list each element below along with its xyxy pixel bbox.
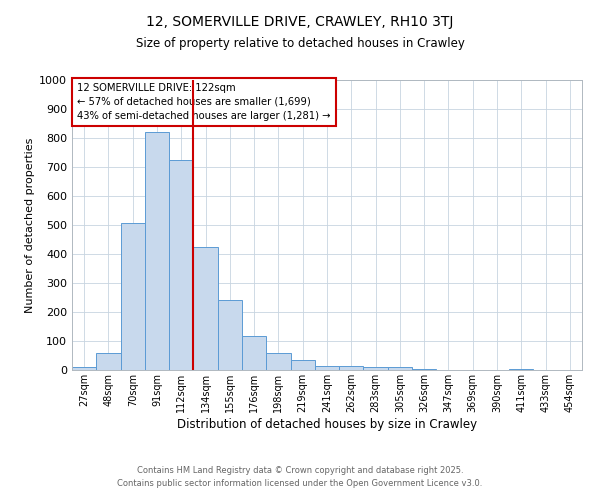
Bar (509, 368, 533, 370)
Bar (72, 367, 96, 370)
Text: 12 SOMERVILLE DRIVE: 122sqm
← 57% of detached houses are smaller (1,699)
43% of : 12 SOMERVILLE DRIVE: 122sqm ← 57% of det… (77, 83, 331, 121)
Text: Contains HM Land Registry data © Crown copyright and database right 2025.
Contai: Contains HM Land Registry data © Crown c… (118, 466, 482, 487)
Y-axis label: Number of detached properties: Number of detached properties (25, 138, 35, 312)
Bar (412, 368, 436, 370)
Bar (96, 354, 121, 370)
Bar (145, 132, 169, 370)
Bar (315, 366, 339, 370)
Bar (290, 360, 315, 370)
Bar (218, 300, 242, 370)
Bar (169, 160, 193, 370)
Bar (266, 354, 290, 370)
Text: Size of property relative to detached houses in Crawley: Size of property relative to detached ho… (136, 38, 464, 51)
Bar (193, 246, 218, 370)
Bar (242, 336, 266, 370)
Bar (339, 366, 364, 370)
Bar (388, 368, 412, 370)
Bar (121, 223, 145, 370)
Bar (364, 366, 388, 370)
X-axis label: Distribution of detached houses by size in Crawley: Distribution of detached houses by size … (177, 418, 477, 430)
Text: 12, SOMERVILLE DRIVE, CRAWLEY, RH10 3TJ: 12, SOMERVILLE DRIVE, CRAWLEY, RH10 3TJ (146, 15, 454, 29)
